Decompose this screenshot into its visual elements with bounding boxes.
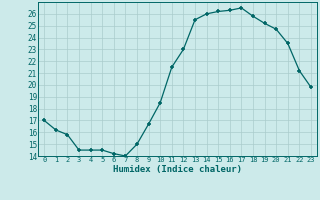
X-axis label: Humidex (Indice chaleur): Humidex (Indice chaleur) (113, 165, 242, 174)
